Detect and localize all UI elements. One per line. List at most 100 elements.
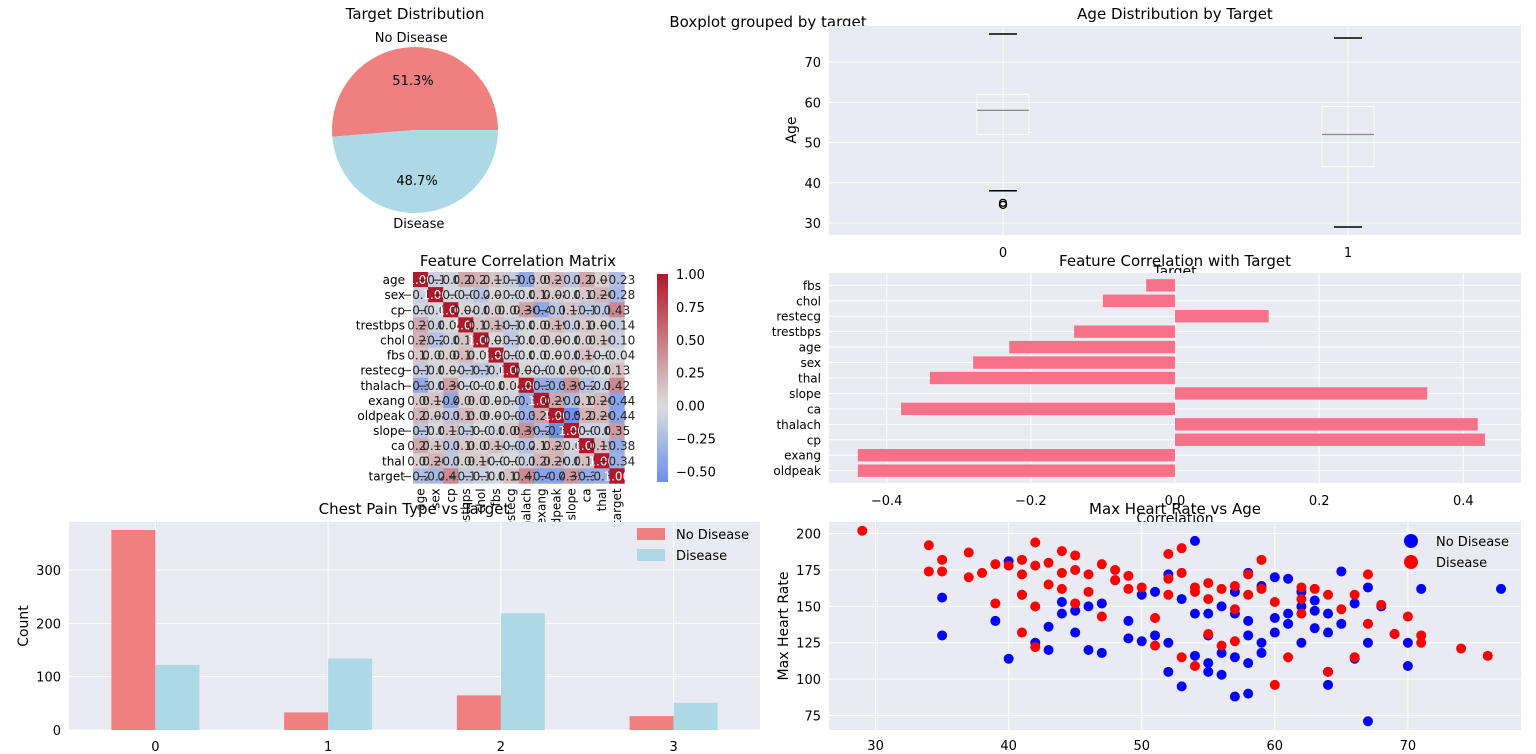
heatmap-value: 0.42 <box>513 469 540 483</box>
scatter-ytick: 200 <box>796 528 821 543</box>
heatmap-value: 0.09 <box>558 364 585 378</box>
heatmap-ylabel: chol <box>380 333 405 347</box>
heatmap-value: 0.08 <box>437 349 464 363</box>
hbar-title: Feature Correlation with Target <box>1059 252 1291 270</box>
heatmap-value: 0.10 <box>573 318 600 332</box>
hbar-bar <box>1102 294 1175 307</box>
heatmap-cell <box>503 438 519 454</box>
heatmap-cell <box>518 287 535 303</box>
scatter-point <box>1309 605 1320 616</box>
heatmap-cell <box>609 302 625 318</box>
scatter-point <box>1402 661 1413 671</box>
heatmap-value: 1.00 <box>498 364 525 378</box>
heatmap-cell <box>518 423 535 439</box>
correlation-bar-panel: Feature Correlation with Target −0.4 −0.2… <box>772 252 1521 527</box>
heatmap-cell <box>503 407 519 424</box>
scatter-point <box>1096 647 1107 658</box>
hbar-ytick: fbs <box>803 279 821 293</box>
heatmap-cell <box>413 332 429 348</box>
heatmap-cell <box>518 362 535 378</box>
heatmap-cell <box>488 287 504 303</box>
heatmap-cell <box>443 332 459 348</box>
heatmap-value: 0.04 <box>513 364 540 378</box>
heatmap-cell <box>473 347 489 363</box>
scatter-point <box>1309 623 1320 634</box>
heatmap-cell <box>548 272 565 288</box>
heatmap-xlabel: target <box>610 488 624 525</box>
scatter-point <box>1283 618 1294 629</box>
heatmap-cell <box>609 272 625 288</box>
hbar-xtick: −0.2 <box>1015 494 1047 509</box>
heatmap-value: 0.06 <box>588 318 615 332</box>
heatmap-cell <box>548 287 565 303</box>
heatmap-cell <box>579 287 595 303</box>
scatter-point <box>1309 595 1320 606</box>
heatmap-cell <box>458 407 474 424</box>
scatter-xtick: 40 <box>1000 739 1017 754</box>
heatmap-cell <box>533 468 550 484</box>
heatmap-value: 0.12 <box>483 273 510 287</box>
heatmap-xlabel: thalach <box>519 488 533 533</box>
scatter-point <box>1110 565 1121 575</box>
heatmap-cell <box>609 438 625 454</box>
heatmap-colorbar-tick: 0.00 <box>676 400 705 415</box>
heatmap-cell <box>488 468 504 484</box>
scatter-ytick: 175 <box>796 564 821 579</box>
heatmap-cell <box>503 468 519 484</box>
heatmap-value: −0.04 <box>598 349 635 363</box>
heatmap-cell <box>488 377 504 394</box>
heatmap-cell <box>458 302 474 318</box>
gbar-legend-label: No Disease <box>676 528 749 543</box>
hbar-bar <box>857 449 1175 462</box>
heatmap-cell <box>594 317 610 333</box>
heatmap-cell <box>503 423 519 439</box>
gbar-ytick: 0 <box>53 724 61 739</box>
scatter-legend-label: Disease <box>1436 556 1487 571</box>
heatmap-cell <box>548 423 565 439</box>
hbar-ytick: slope <box>789 387 821 401</box>
scatter-panel: Max Heart Rate vs Age 30 40 50 60 70 75 100 125… <box>776 500 1521 754</box>
scatter-legend-marker <box>1404 555 1418 569</box>
scatter-point <box>1083 586 1094 597</box>
scatter-point <box>1296 637 1307 648</box>
scatter-point <box>1216 583 1227 594</box>
heatmap-cell <box>564 287 580 303</box>
heatmap-cell <box>428 272 444 288</box>
scatter-point <box>1323 589 1334 600</box>
scatter-point <box>1203 578 1214 589</box>
gbar-ylabel: Count <box>16 605 32 647</box>
scatter-point <box>1336 566 1347 577</box>
boxplot-outlier <box>998 200 1008 210</box>
scatter-point <box>1456 643 1467 654</box>
scatter-point <box>990 559 1001 570</box>
scatter-xtick: 50 <box>1133 739 1150 754</box>
heatmap-cell <box>473 453 489 469</box>
scatter-point <box>1283 573 1294 584</box>
heatmap-cell <box>443 362 459 378</box>
scatter-point <box>1203 608 1214 619</box>
heatmap-cell <box>503 302 519 318</box>
heatmap-value: 0.04 <box>437 364 464 378</box>
scatter-point <box>1256 554 1267 565</box>
heatmap-cell <box>609 407 625 424</box>
scatter-point <box>1070 598 1081 609</box>
heatmap-cell <box>564 317 580 333</box>
heatmap-cell <box>533 423 550 439</box>
heatmap-cell <box>473 332 489 348</box>
heatmap-xlabel: thal <box>595 488 609 511</box>
heatmap-xlabel: fbs <box>489 488 503 506</box>
gbar-ytick: 200 <box>36 617 61 632</box>
heatmap-value: 0.20 <box>588 394 615 408</box>
scatter-point <box>1136 589 1147 600</box>
scatter-point <box>923 540 934 551</box>
heatmap-value: 0.10 <box>468 454 495 468</box>
heatmap-value: 0.06 <box>543 333 570 347</box>
hbar-bar <box>1146 279 1175 292</box>
scatter-xtick: 70 <box>1400 739 1417 754</box>
scatter-point <box>1323 679 1334 690</box>
heatmap-panel: Feature Correlation Matrix 1.00 −0.10 −0.0… <box>356 252 716 538</box>
heatmap-value: 1.00 <box>543 409 570 423</box>
heatmap-cell <box>458 362 474 378</box>
heatmap-cell <box>473 272 489 288</box>
heatmap-cell <box>413 392 429 409</box>
